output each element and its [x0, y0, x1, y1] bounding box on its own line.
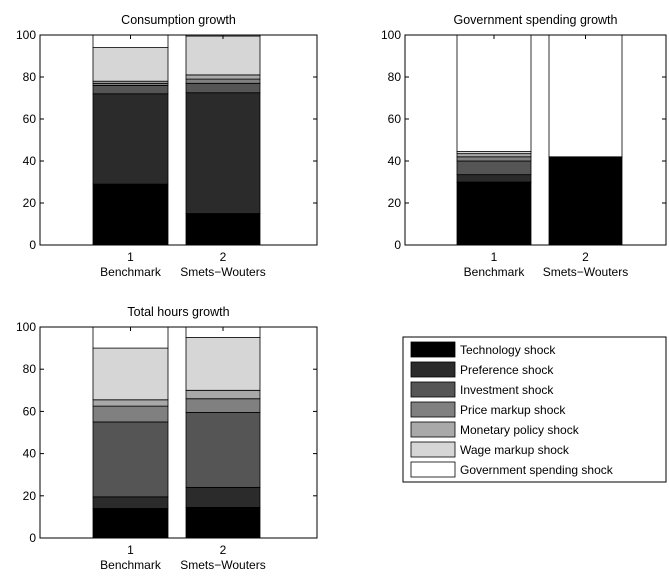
bar-segment-wage_markup-2 — [185, 35, 261, 76]
y-tick-label: 80 — [388, 70, 402, 84]
y-tick-label: 0 — [29, 238, 36, 252]
bar-segment-technology-2 — [185, 213, 261, 246]
y-tick-label: 60 — [23, 404, 37, 418]
legend-label-preference: Preference shock — [460, 363, 554, 377]
chart-title-total-hours: Total hours growth — [127, 305, 229, 319]
x-category-label: Smets−Wouters — [543, 265, 628, 279]
x-tick-label: 1 — [491, 250, 498, 264]
legend-swatch-price_markup — [410, 401, 456, 418]
axes-frame — [39, 326, 318, 539]
x-tick-label: 1 — [127, 543, 134, 557]
y-tick-label: 0 — [394, 238, 401, 252]
axes-frame — [39, 34, 318, 246]
bar-segment-preference-1 — [92, 93, 169, 185]
bar-segment-technology-1 — [92, 508, 169, 539]
bar-segment-investment-1 — [456, 160, 532, 176]
y-tick-label: 20 — [388, 196, 402, 210]
legend-swatch-government — [410, 461, 456, 478]
legend-swatch-technology — [410, 341, 456, 358]
bar-segment-technology-1 — [456, 181, 532, 246]
legend-label-technology: Technology shock — [460, 343, 556, 357]
chart-title-consumption: Consumption growth — [121, 13, 236, 27]
bar-segment-preference-1 — [456, 174, 532, 183]
x-category-label: Smets−Wouters — [180, 558, 265, 572]
axes-frame — [404, 34, 667, 246]
legend-swatch-wage_markup — [410, 441, 456, 458]
bar-segment-investment-1 — [92, 85, 169, 95]
x-category-label: Benchmark — [100, 558, 162, 572]
bar-segment-price_markup-1 — [92, 405, 169, 423]
bar-segment-monetary-2 — [185, 74, 261, 80]
bar-segment-preference-2 — [185, 92, 261, 214]
x-category-label: Smets−Wouters — [180, 265, 265, 279]
bar-segment-monetary-2 — [185, 389, 261, 400]
y-tick-label: 20 — [23, 489, 37, 503]
x-tick-label: 2 — [582, 250, 589, 264]
legend-swatch-preference — [410, 361, 456, 378]
legend: Technology shock Preference shock Investme… — [402, 336, 667, 483]
bar-segment-government-1 — [456, 34, 532, 152]
x-category-label: Benchmark — [464, 265, 526, 279]
y-tick-label: 40 — [388, 154, 402, 168]
bar-segment-wage_markup-1 — [92, 47, 169, 82]
legend-swatch-monetary — [410, 421, 456, 438]
bar-segment-preference-1 — [92, 496, 169, 509]
bar-segment-monetary-1 — [456, 153, 532, 158]
y-tick-label: 80 — [23, 70, 37, 84]
bar-segment-technology-1 — [92, 183, 169, 246]
bar-segment-price_markup-1 — [456, 156, 532, 162]
legend-swatch-investment — [410, 381, 456, 398]
y-tick-label: 20 — [23, 196, 37, 210]
legend-label-price_markup: Price markup shock — [460, 403, 566, 417]
y-tick-label: 100 — [381, 28, 401, 42]
bar-segment-price_markup-2 — [185, 78, 261, 84]
bar-segment-price_markup-2 — [185, 398, 261, 413]
y-tick-label: 60 — [23, 112, 37, 126]
bar-segment-preference-2 — [185, 486, 261, 508]
x-tick-label: 2 — [220, 543, 227, 557]
bar-segment-technology-2 — [185, 507, 261, 539]
y-tick-label: 0 — [29, 531, 36, 545]
bar-segment-investment-1 — [92, 421, 169, 498]
bar-segment-investment-2 — [185, 82, 261, 94]
y-tick-label: 60 — [388, 112, 402, 126]
legend-label-monetary: Monetary policy shock — [460, 423, 580, 437]
bar-segment-wage_markup-1 — [92, 347, 169, 401]
legend-label-investment: Investment shock — [460, 383, 554, 397]
y-tick-label: 40 — [23, 154, 37, 168]
y-tick-label: 40 — [23, 447, 37, 461]
x-tick-label: 1 — [127, 250, 134, 264]
y-tick-label: 100 — [16, 320, 36, 334]
chart-title-government-spending: Government spending growth — [454, 13, 618, 27]
bar-segment-investment-2 — [185, 412, 261, 488]
x-category-label: Benchmark — [100, 265, 162, 279]
legend-label-wage_markup: Wage markup shock — [460, 443, 570, 457]
bar-segment-government-2 — [548, 34, 623, 158]
bar-segment-technology-2 — [548, 156, 623, 246]
y-tick-label: 100 — [16, 28, 36, 42]
legend-label-government: Government spending shock — [460, 463, 614, 477]
bar-segment-monetary-1 — [92, 399, 169, 407]
bar-segment-wage_markup-2 — [185, 337, 261, 391]
y-tick-label: 80 — [23, 362, 37, 376]
x-tick-label: 2 — [220, 250, 227, 264]
